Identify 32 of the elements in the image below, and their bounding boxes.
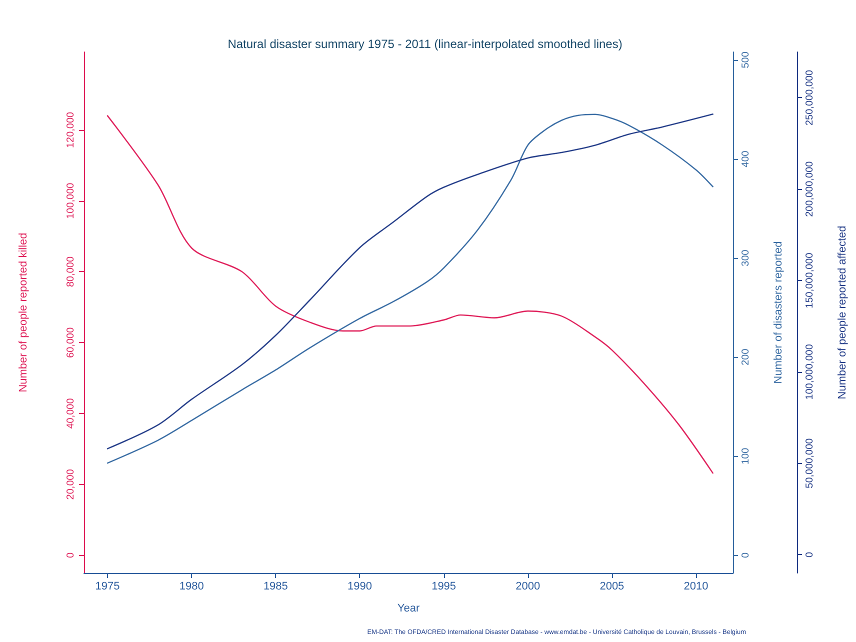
y-tick-label: 60,000 <box>66 326 76 358</box>
x-axis-title: Year <box>397 602 420 614</box>
x-tick-label: 2005 <box>600 580 624 592</box>
y3-axis-title: Number of people reported affected <box>836 226 848 400</box>
y-axis-title: Number of people reported killed <box>18 232 30 392</box>
y2-tick-label: 100 <box>740 447 752 464</box>
y3-tick-label: 50,000,000 <box>804 438 816 488</box>
y2-tick-label: 500 <box>740 51 752 68</box>
y-tick-label: 0 <box>66 552 76 558</box>
x-tick-label: 1975 <box>95 580 120 592</box>
y2-axis-title: Number of disasters reported <box>772 241 784 384</box>
y3-tick-label: 100,000,000 <box>804 344 816 400</box>
y-tick-label: 120,000 <box>66 111 76 148</box>
y-tick-label: 100,000 <box>66 182 76 219</box>
x-tick-label: 1985 <box>263 580 288 592</box>
x-tick-label: 1980 <box>179 580 204 592</box>
x-tick-label: 2000 <box>516 580 540 592</box>
x-tick-label: 2010 <box>684 580 708 592</box>
y2-tick-label: 400 <box>740 150 752 168</box>
y3-tick-label: 200,000,000 <box>804 160 816 217</box>
y3-tick-label: 250,000,000 <box>804 69 816 126</box>
x-tick-label: 1990 <box>348 580 372 592</box>
y-tick-label: 20,000 <box>66 468 76 500</box>
y-tick-label: 40,000 <box>66 398 76 429</box>
y-tick-label: 80,000 <box>66 256 76 288</box>
y3-tick-label: 150,000,000 <box>804 252 816 308</box>
chart-title: Natural disaster summary 1975 - 2011 (linear-interpolated smoothed lines) <box>228 37 622 51</box>
y3-tick-label: 0 <box>804 552 816 558</box>
y2-tick-label: 200 <box>740 348 752 366</box>
x-tick-label: 1995 <box>432 580 456 592</box>
y2-tick-label: 0 <box>740 552 752 558</box>
y2-tick-label: 300 <box>740 249 752 266</box>
